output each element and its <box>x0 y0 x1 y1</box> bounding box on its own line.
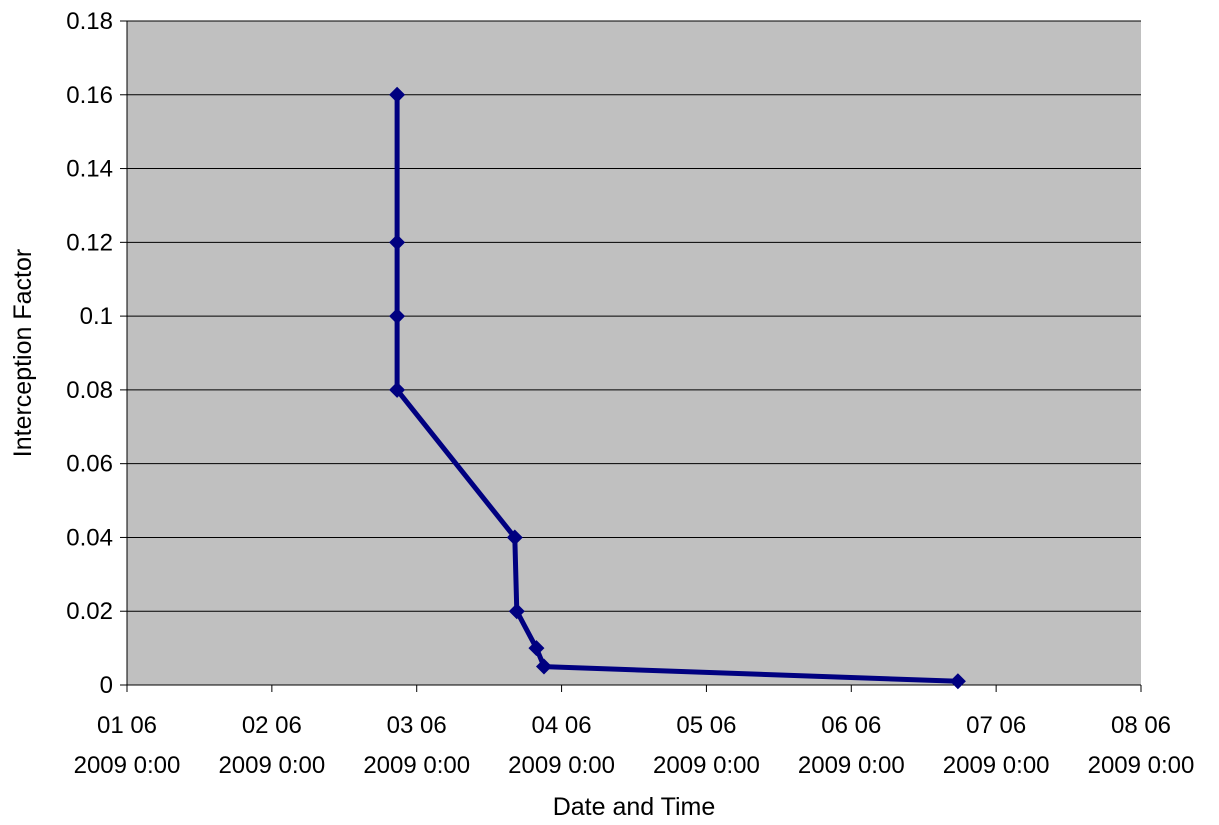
y-tick-labels: 0 0.02 0.04 0.06 0.08 0.1 0.12 0.14 0.16 0.18 <box>66 8 113 699</box>
data-point <box>949 673 966 690</box>
y-tick-label: 0.06 <box>66 451 113 478</box>
gridlines <box>127 20 1141 612</box>
data-point <box>389 308 406 325</box>
x-tick-label: 07 06 2009 0:00 <box>943 712 1050 779</box>
x-tick-label: 02 06 2009 0:00 <box>218 712 325 779</box>
data-point <box>389 234 406 251</box>
data-point <box>506 529 523 546</box>
data-point <box>508 603 525 620</box>
plot-area <box>127 21 1141 685</box>
y-tick-label: 0.04 <box>66 524 113 551</box>
x-axis-title: Date and Time <box>553 793 716 821</box>
x-tick-label: 04 06 2009 0:00 <box>508 712 615 779</box>
y-tick-label: 0.12 <box>66 229 113 256</box>
data-point <box>389 86 406 103</box>
y-tick-label: 0.18 <box>66 8 113 35</box>
y-tick-label: 0.16 <box>66 82 113 109</box>
y-tick-label: 0.1 <box>80 303 113 330</box>
y-tick-label: 0.08 <box>66 377 113 404</box>
data-point <box>535 658 552 675</box>
data-point <box>389 381 406 398</box>
x-tick-label: 06 06 2009 0:00 <box>798 712 905 779</box>
data-point <box>528 640 545 657</box>
x-tick-label: 05 06 2009 0:00 <box>653 712 760 779</box>
x-tick-label: 01 06 2009 0:00 <box>74 712 181 779</box>
y-tick-label: 0.14 <box>66 156 113 183</box>
y-axis-title: Interception Factor <box>9 249 37 457</box>
x-tick-label: 08 06 2009 0:00 <box>1088 712 1195 779</box>
y-tick-label: 0.02 <box>66 598 113 625</box>
x-tick-label: 03 06 2009 0:00 <box>363 712 470 779</box>
series-group <box>389 86 966 690</box>
x-tick-labels: 01 06 2009 0:00 02 06 2009 0:00 03 06 2009 0:… <box>74 712 1195 779</box>
y-tick-label: 0 <box>100 672 113 699</box>
axes <box>120 20 1142 692</box>
